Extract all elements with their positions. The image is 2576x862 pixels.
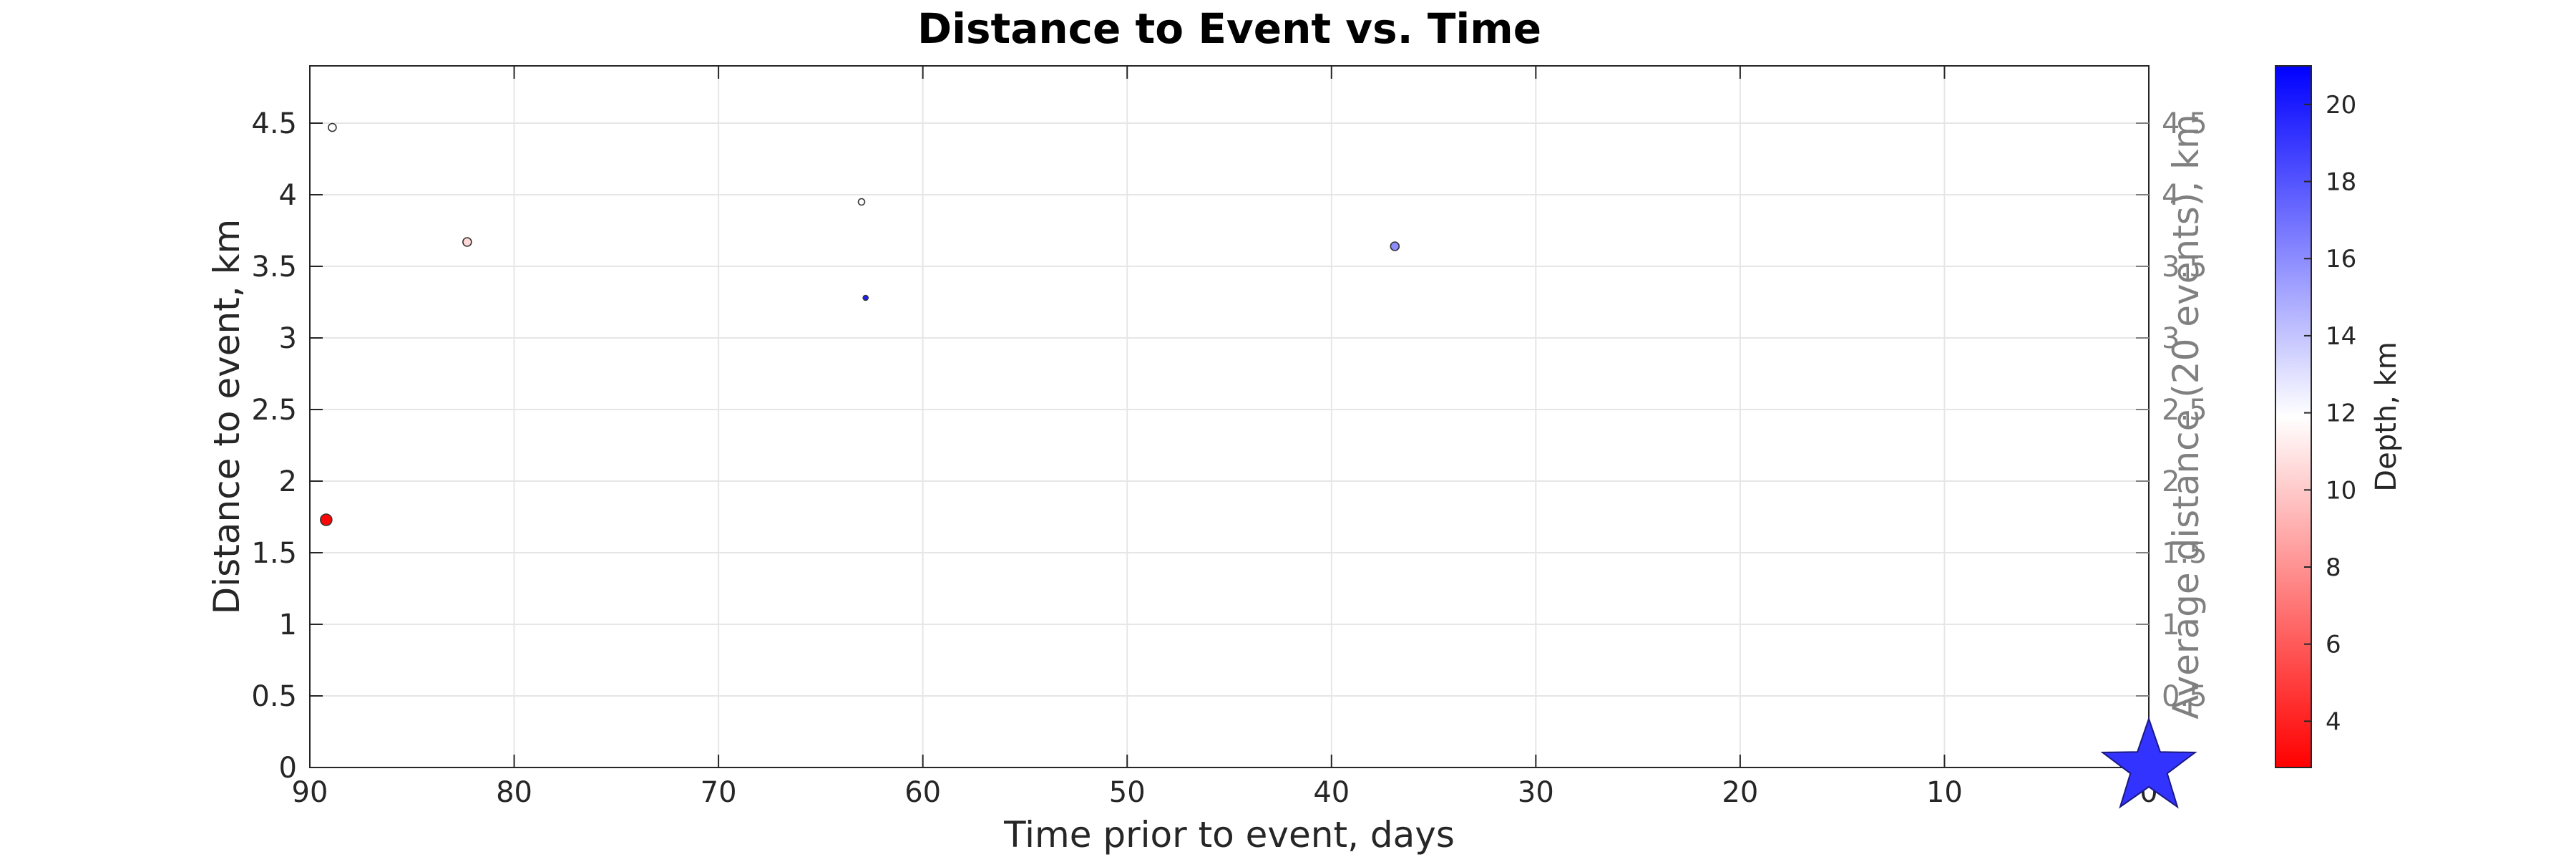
colorbar-tick-label: 20 (2326, 91, 2356, 120)
y2-tick-label: 4.5 (2162, 107, 2207, 140)
y-tick-label: 1.5 (251, 537, 297, 570)
grid (309, 66, 2150, 768)
x-tick-label: 80 (496, 776, 532, 809)
data-point (328, 122, 337, 132)
y-tick-label: 4 (279, 179, 297, 212)
y2-tick-label: 4 (2162, 179, 2180, 212)
x-tick-label: 90 (292, 776, 328, 809)
y2-tick-label: 0.5 (2162, 680, 2207, 713)
colorbar-gradient (2275, 65, 2312, 768)
colorbar-tick-label: 12 (2326, 399, 2356, 428)
data-point (320, 513, 333, 526)
colorbar-ticks: 4 6 8 10 12 14 16 18 20 (2304, 91, 2356, 736)
plot-frame (309, 65, 2150, 768)
colorbar-label: Depth, km (2370, 342, 2403, 491)
x-tick-label: 70 (701, 776, 737, 809)
event-marker (2100, 716, 2197, 809)
y-tick-label: 0 (279, 752, 297, 785)
y-tick-label: 0.5 (251, 680, 297, 713)
colorbar-tick-label: 14 (2326, 322, 2356, 351)
data-point (862, 294, 869, 301)
data-point (462, 237, 472, 247)
y2-tick-label: 2 (2162, 465, 2180, 498)
x-tick-label: 30 (1518, 776, 1554, 809)
y2-tick-label: 3 (2162, 322, 2180, 355)
colorbar-tick-label: 16 (2326, 245, 2356, 273)
data-point (1390, 241, 1400, 251)
data-point (857, 198, 866, 206)
x-tick-label: 60 (904, 776, 941, 809)
y2-tick-label: 1.5 (2162, 537, 2207, 570)
x-tick-label: 40 (1313, 776, 1350, 809)
ticks: 90 80 70 60 50 40 30 20 10 000.511.522.533.544.50… (251, 66, 2207, 809)
chart-title: Distance to Event vs. Time (917, 4, 1541, 53)
y-tick-label: 2.5 (251, 394, 297, 427)
event-star-marker (2100, 716, 2197, 809)
colorbar-tick-label: 18 (2326, 168, 2356, 197)
x-tick-label: 20 (1722, 776, 1758, 809)
y-tick-label: 1 (279, 609, 297, 641)
y-tick-label: 2 (279, 465, 297, 498)
y-tick-label: 3.5 (251, 251, 297, 284)
y2-tick-label: 2.5 (2162, 394, 2207, 427)
x-tick-label: 50 (1109, 776, 1146, 809)
colorbar: 4 6 8 10 12 14 16 18 20 Depth, km (2275, 65, 2403, 768)
colorbar-tick-label: 10 (2326, 476, 2356, 505)
colorbar-tick-label: 8 (2326, 553, 2341, 582)
colorbar-tick-label: 4 (2326, 707, 2341, 736)
colorbar-tick-label: 6 (2326, 631, 2341, 659)
y-tick-label: 4.5 (251, 107, 297, 140)
y-tick-label: 3 (279, 322, 297, 355)
y-axis-label: Distance to event, km (206, 219, 248, 614)
y2-tick-label: 3.5 (2162, 251, 2207, 284)
y2-tick-label: 1 (2162, 609, 2180, 641)
x-tick-label: 10 (1926, 776, 1963, 809)
data-points (320, 122, 1400, 526)
x-axis-label: Time prior to event, days (1003, 814, 1455, 856)
y2-axis-label: Average distance (20 events), km (2165, 114, 2207, 719)
